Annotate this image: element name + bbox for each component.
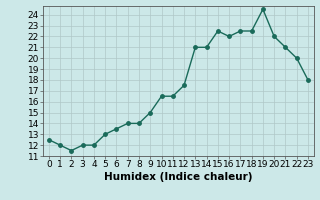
X-axis label: Humidex (Indice chaleur): Humidex (Indice chaleur) xyxy=(104,172,253,182)
